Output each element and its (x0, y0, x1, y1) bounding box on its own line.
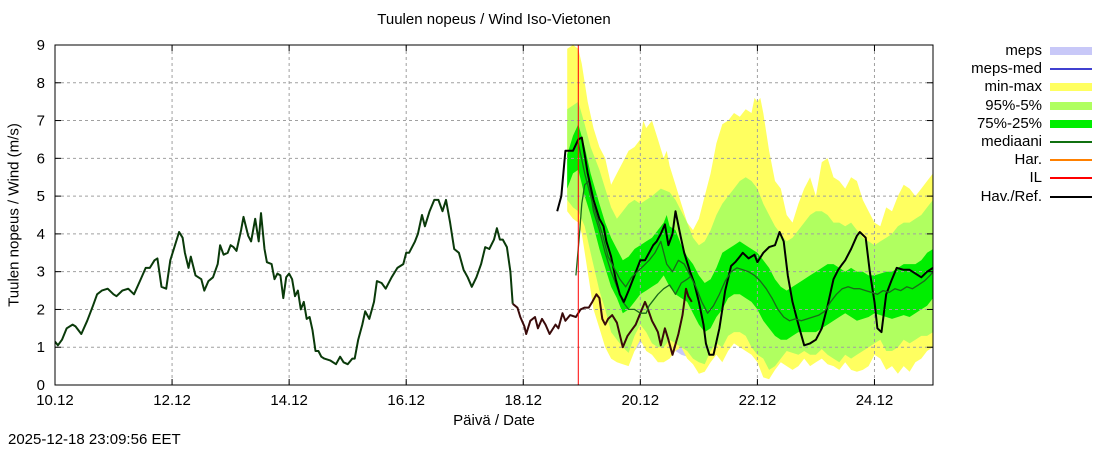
y-tick-label: 8 (37, 75, 45, 92)
x-tick-label: 10.12 (36, 392, 74, 409)
series-line (577, 143, 933, 322)
legend-label: mediaani (981, 133, 1042, 151)
har-swatch-icon (1050, 159, 1092, 162)
legend-item-95-5: 95%-5% (940, 97, 1100, 115)
y-tick-label: 6 (37, 150, 45, 167)
x-axis-label: Päivä / Date (453, 412, 535, 429)
band-75-25- (567, 124, 933, 340)
legend-label: Har. (1014, 151, 1042, 169)
legend-item-mediaani: mediaani (940, 133, 1100, 151)
meps-swatch-icon (1050, 47, 1092, 56)
x-tick-label: 14.12 (270, 392, 308, 409)
legend-label: Hav./Ref. (980, 187, 1042, 205)
p95-p5-swatch-icon (1050, 101, 1092, 110)
il-swatch-icon (1050, 177, 1092, 180)
legend-label: IL (1029, 169, 1042, 187)
legend-label: 75%-25% (976, 114, 1042, 132)
p75-p25-swatch-icon (1050, 119, 1092, 128)
legend-label: min-max (984, 78, 1042, 96)
series-line (556, 136, 933, 356)
legend-item-meps: meps (940, 42, 1100, 60)
plot-frame (54, 44, 934, 386)
legend-label: meps-med (971, 60, 1042, 78)
x-tick-label: 12.12 (153, 392, 191, 409)
generated-timestamp: 2025-12-18 23:09:56 EET (8, 431, 181, 448)
y-tick-label: 3 (37, 264, 45, 281)
chart-title: Tuulen nopeus / Wind Iso-Vietonen (377, 11, 611, 28)
series-line (512, 287, 693, 356)
x-tick-label: 24.12 (856, 392, 894, 409)
min-max-swatch-icon (1050, 83, 1092, 92)
y-tick-label: 1 (37, 339, 45, 356)
meps-med-swatch-icon (1050, 68, 1092, 71)
legend-item-il: IL (940, 169, 1100, 187)
y-tick-label: 4 (37, 226, 45, 243)
hav-ref-swatch-icon (1050, 195, 1092, 198)
mediaani-swatch-icon (1050, 141, 1092, 144)
y-tick-label: 2 (37, 301, 45, 318)
legend-item-75-25: 75%-25% (940, 115, 1100, 133)
y-tick-label: 9 (37, 37, 45, 54)
x-tick-label: 20.12 (622, 392, 660, 409)
legend-label: meps (1005, 42, 1042, 60)
x-tick-label: 18.12 (504, 392, 542, 409)
legend-item-hav-ref: Hav./Ref. (940, 188, 1100, 206)
legend: meps meps-med min-max 95%-5% 75%-25% med… (940, 42, 1100, 206)
legend-item-meps-med: meps-med (940, 60, 1100, 78)
legend-label: 95%-5% (985, 96, 1042, 114)
y-tick-label: 7 (37, 113, 45, 130)
series-line (55, 198, 514, 366)
legend-item-min-max: min-max (940, 78, 1100, 96)
x-tick-label: 16.12 (387, 392, 425, 409)
y-axis-label: Tuulen nopeus / Wind (m/s) (5, 123, 23, 307)
legend-item-har: Har. (940, 151, 1100, 169)
x-tick-label: 22.12 (739, 392, 777, 409)
y-tick-label: 0 (37, 377, 45, 394)
y-tick-label: 5 (37, 188, 45, 205)
